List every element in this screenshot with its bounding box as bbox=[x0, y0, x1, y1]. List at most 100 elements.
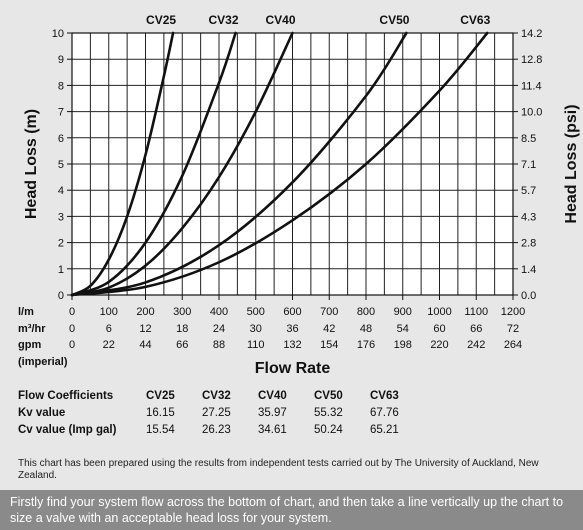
y-tick-label-right: 14.2 bbox=[521, 28, 542, 40]
series-label-cv63: CV63 bbox=[460, 13, 490, 27]
y-tick-label: 7 bbox=[58, 107, 64, 119]
coef-cell: 67.76 bbox=[370, 407, 399, 419]
y-tick-label-right: 8.5 bbox=[521, 133, 536, 145]
coef-header-label: Flow Coefficients bbox=[18, 390, 114, 402]
x-tick-label: 0 bbox=[69, 339, 75, 351]
head-loss-chart: 0123456789100.01.42.84.35.77.18.510.011.… bbox=[18, 13, 580, 377]
y-tick-label-right: 10.0 bbox=[521, 107, 542, 119]
x-tick-label: 66 bbox=[470, 323, 482, 335]
coef-col-cv50: CV50 bbox=[314, 390, 343, 402]
x-tick-label: 22 bbox=[103, 339, 115, 351]
coef-col-cv25: CV25 bbox=[146, 390, 175, 402]
x-tick-label: 42 bbox=[323, 323, 335, 335]
y-tick-label-right: 11.4 bbox=[521, 80, 542, 92]
x-tick-label: 0 bbox=[69, 306, 75, 318]
coef-row-label: Cv value (Imp gal) bbox=[18, 424, 117, 436]
x-tick-label: 24 bbox=[213, 323, 225, 335]
x-tick-label: 48 bbox=[360, 323, 372, 335]
y-tick-label: 2 bbox=[58, 238, 64, 250]
coef-row-kv: Kv value 16.15 27.25 35.97 55.32 67.76 bbox=[18, 407, 426, 424]
x-tick-label: 0 bbox=[69, 323, 75, 335]
series-line-cv40 bbox=[70, 31, 294, 297]
chart-curves bbox=[70, 31, 489, 297]
y-tick-label: 9 bbox=[58, 54, 64, 66]
x-tick-label: 154 bbox=[320, 339, 338, 351]
coef-cell: 50.24 bbox=[314, 424, 343, 436]
series-line-cv25 bbox=[70, 31, 175, 297]
x-tick-label: 600 bbox=[283, 306, 301, 318]
x-tick-label: 200 bbox=[136, 306, 154, 318]
instruction-footer: Firstly find your system flow across the… bbox=[0, 490, 583, 530]
y-tick-label-right: 5.7 bbox=[521, 185, 536, 197]
y-tick-label: 0 bbox=[58, 290, 64, 302]
x-tick-label: 220 bbox=[430, 339, 448, 351]
y-tick-label-right: 0.0 bbox=[521, 290, 536, 302]
x-tick-label: 12 bbox=[139, 323, 151, 335]
x-tick-label: 1100 bbox=[464, 306, 488, 318]
coef-col-cv32: CV32 bbox=[202, 390, 231, 402]
y-tick-label: 4 bbox=[58, 185, 64, 197]
series-label-cv25: CV25 bbox=[146, 13, 176, 27]
series-label-cv50: CV50 bbox=[379, 13, 409, 27]
x-unit-label: gpm bbox=[18, 339, 41, 351]
x-tick-label: 500 bbox=[247, 306, 265, 318]
x-tick-label: 264 bbox=[504, 339, 522, 351]
coef-cell: 15.54 bbox=[146, 424, 175, 436]
x-tick-label: 242 bbox=[467, 339, 485, 351]
coef-cell: 55.32 bbox=[314, 407, 343, 419]
x-tick-label: 72 bbox=[507, 323, 519, 335]
coef-cell: 35.97 bbox=[258, 407, 287, 419]
y-axis-title: Head Loss (m) bbox=[23, 109, 40, 219]
x-tick-label: 36 bbox=[286, 323, 298, 335]
series-label-cv40: CV40 bbox=[265, 13, 295, 27]
y-tick-label: 10 bbox=[52, 28, 64, 40]
y-tick-label: 5 bbox=[58, 159, 64, 171]
chart-grid bbox=[67, 32, 518, 300]
coef-cell: 34.61 bbox=[258, 424, 287, 436]
series-line-cv32 bbox=[70, 31, 237, 297]
y-tick-label: 8 bbox=[58, 80, 64, 92]
x-tick-label: 60 bbox=[433, 323, 445, 335]
x-tick-label: 110 bbox=[247, 339, 265, 351]
coef-cell: 26.23 bbox=[202, 424, 231, 436]
x-tick-label: 30 bbox=[250, 323, 262, 335]
y-tick-label: 3 bbox=[58, 211, 64, 223]
x-tick-label: 176 bbox=[357, 339, 375, 351]
x-tick-label: 800 bbox=[357, 306, 375, 318]
y-tick-label: 6 bbox=[58, 133, 64, 145]
coef-cell: 27.25 bbox=[202, 407, 231, 419]
x-tick-label: 900 bbox=[394, 306, 412, 318]
x-tick-label: 18 bbox=[176, 323, 188, 335]
y-tick-label-right: 2.8 bbox=[521, 238, 536, 250]
coef-row-label: Kv value bbox=[18, 407, 66, 419]
x-tick-label: 300 bbox=[173, 306, 191, 318]
x-tick-label: 54 bbox=[397, 323, 409, 335]
y-axis-title-right: Head Loss (psi) bbox=[563, 104, 580, 223]
x-tick-label: 1200 bbox=[501, 306, 525, 318]
x-unit-note: (imperial) bbox=[18, 356, 68, 368]
x-tick-label: 700 bbox=[320, 306, 338, 318]
coef-cell: 65.21 bbox=[370, 424, 399, 436]
series-line-cv50 bbox=[70, 31, 408, 297]
series-line-cv63 bbox=[70, 31, 489, 297]
x-tick-label: 6 bbox=[106, 323, 112, 335]
x-tick-label: 400 bbox=[210, 306, 228, 318]
y-tick-label: 1 bbox=[58, 264, 64, 276]
chart-labels: 0123456789100.01.42.84.35.77.18.510.011.… bbox=[18, 13, 580, 377]
x-tick-label: 198 bbox=[394, 339, 412, 351]
x-tick-label: 100 bbox=[100, 306, 118, 318]
x-unit-label: m³/hr bbox=[18, 323, 46, 335]
coef-header-row: Flow Coefficients CV25 CV32 CV40 CV50 CV… bbox=[18, 390, 426, 407]
y-tick-label-right: 12.8 bbox=[521, 54, 542, 66]
y-tick-label-right: 1.4 bbox=[521, 264, 536, 276]
coef-col-cv63: CV63 bbox=[370, 390, 399, 402]
flow-coefficients-table: Flow Coefficients CV25 CV32 CV40 CV50 CV… bbox=[18, 390, 426, 441]
x-unit-label: l/m bbox=[18, 306, 34, 318]
source-note: This chart has been prepared using the r… bbox=[18, 458, 539, 481]
coef-col-cv40: CV40 bbox=[258, 390, 287, 402]
coef-cell: 16.15 bbox=[146, 407, 175, 419]
x-tick-label: 44 bbox=[139, 339, 151, 351]
y-tick-label-right: 7.1 bbox=[521, 159, 536, 171]
coef-row-cv: Cv value (Imp gal) 15.54 26.23 34.61 50.… bbox=[18, 424, 426, 441]
x-tick-label: 88 bbox=[213, 339, 225, 351]
